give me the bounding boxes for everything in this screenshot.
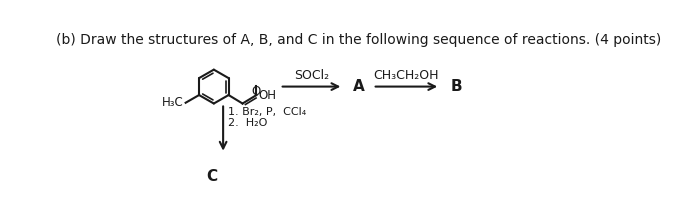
- Text: OH: OH: [258, 89, 276, 102]
- Text: A: A: [353, 79, 364, 94]
- Text: SOCl₂: SOCl₂: [294, 69, 329, 82]
- Text: O: O: [252, 85, 261, 98]
- Text: 2.  H₂O: 2. H₂O: [228, 118, 267, 128]
- Text: H₃C: H₃C: [162, 96, 184, 109]
- Text: CH₃CH₂OH: CH₃CH₂OH: [374, 69, 439, 82]
- Text: (b) Draw the structures of A, B, and C in the following sequence of reactions. (: (b) Draw the structures of A, B, and C i…: [56, 33, 662, 47]
- Text: C: C: [206, 169, 217, 184]
- Text: 1. Br₂, P,  CCl₄: 1. Br₂, P, CCl₄: [228, 107, 306, 117]
- Text: B: B: [450, 79, 462, 94]
